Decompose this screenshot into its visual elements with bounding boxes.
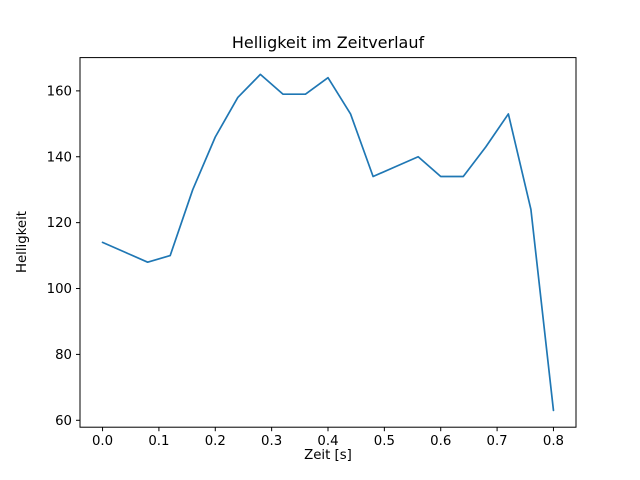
data-line-helligkeit — [101, 73, 555, 412]
y-tick-label: 120 — [47, 216, 72, 231]
x-axis-ticks: 0.0 0.1 0.2 0.3 0.4 0.5 0.6 0.7 0.8 — [92, 427, 564, 449]
y-tick-label: 80 — [55, 348, 72, 363]
x-tick-label: 0.7 — [487, 434, 508, 449]
x-tick-label: 0.4 — [317, 434, 338, 449]
y-axis-ticks: 60 80 100 120 140 160 — [47, 84, 80, 429]
y-tick-label: 100 — [47, 282, 72, 297]
x-tick-label: 0.1 — [148, 434, 169, 449]
x-tick-label: 0.3 — [261, 434, 282, 449]
y-tick-label: 140 — [47, 150, 72, 165]
x-tick-label: 0.2 — [205, 434, 226, 449]
x-tick-label: 0.5 — [374, 434, 395, 449]
plot-frame — [79, 57, 577, 428]
y-axis-label: Helligkeit — [15, 211, 30, 273]
y-tick-label: 160 — [47, 84, 72, 99]
x-tick-label: 0.6 — [430, 434, 451, 449]
x-axis-label: Zeit [s] — [304, 448, 352, 463]
x-tick-label: 0.0 — [92, 434, 113, 449]
y-tick-label: 60 — [55, 414, 72, 429]
chart-title: Helligkeit im Zeitverlauf — [232, 33, 425, 52]
x-tick-label: 0.8 — [543, 434, 564, 449]
